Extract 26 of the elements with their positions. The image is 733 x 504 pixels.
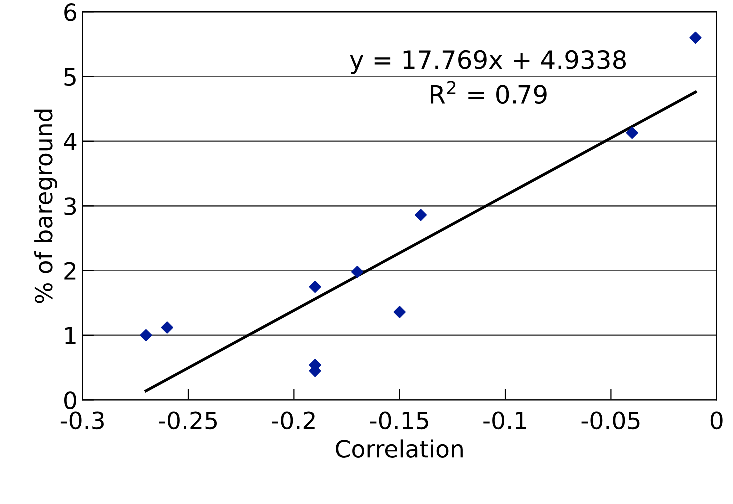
point bbox=[352, 266, 364, 278]
point bbox=[690, 32, 702, 44]
x-axis-title: Correlation bbox=[336, 440, 463, 458]
point bbox=[140, 329, 152, 342]
point bbox=[394, 306, 406, 318]
y-tick-label: 4 bbox=[64, 133, 77, 150]
annotation: y = 17.769x + 4.9338 bbox=[350, 50, 626, 74]
y-tick-label: 2 bbox=[64, 262, 76, 280]
x-tick-label: -0.1 bbox=[484, 412, 526, 430]
y-tick-label: 1 bbox=[66, 327, 76, 344]
point bbox=[414, 209, 428, 222]
point bbox=[161, 322, 174, 334]
x-tick-label: -0.25 bbox=[159, 412, 217, 430]
x-tick-label: -0.2 bbox=[272, 412, 315, 430]
y-tick-label: 5 bbox=[64, 68, 76, 86]
annotation: R$^{2}$ = 0.79 bbox=[431, 81, 547, 104]
y-axis-title: % of bareground bbox=[34, 110, 58, 304]
x-tick-label: -0.15 bbox=[370, 412, 428, 430]
point bbox=[309, 280, 322, 294]
x-tick-label: 0 bbox=[710, 412, 723, 430]
y-tick-label: 0 bbox=[64, 392, 76, 410]
x-tick-label: -0.05 bbox=[582, 412, 640, 430]
y-tick-label: 3 bbox=[64, 198, 76, 216]
y-tick-label: 6 bbox=[64, 4, 76, 22]
point bbox=[626, 126, 638, 140]
x-tick-label: -0.3 bbox=[60, 412, 104, 430]
